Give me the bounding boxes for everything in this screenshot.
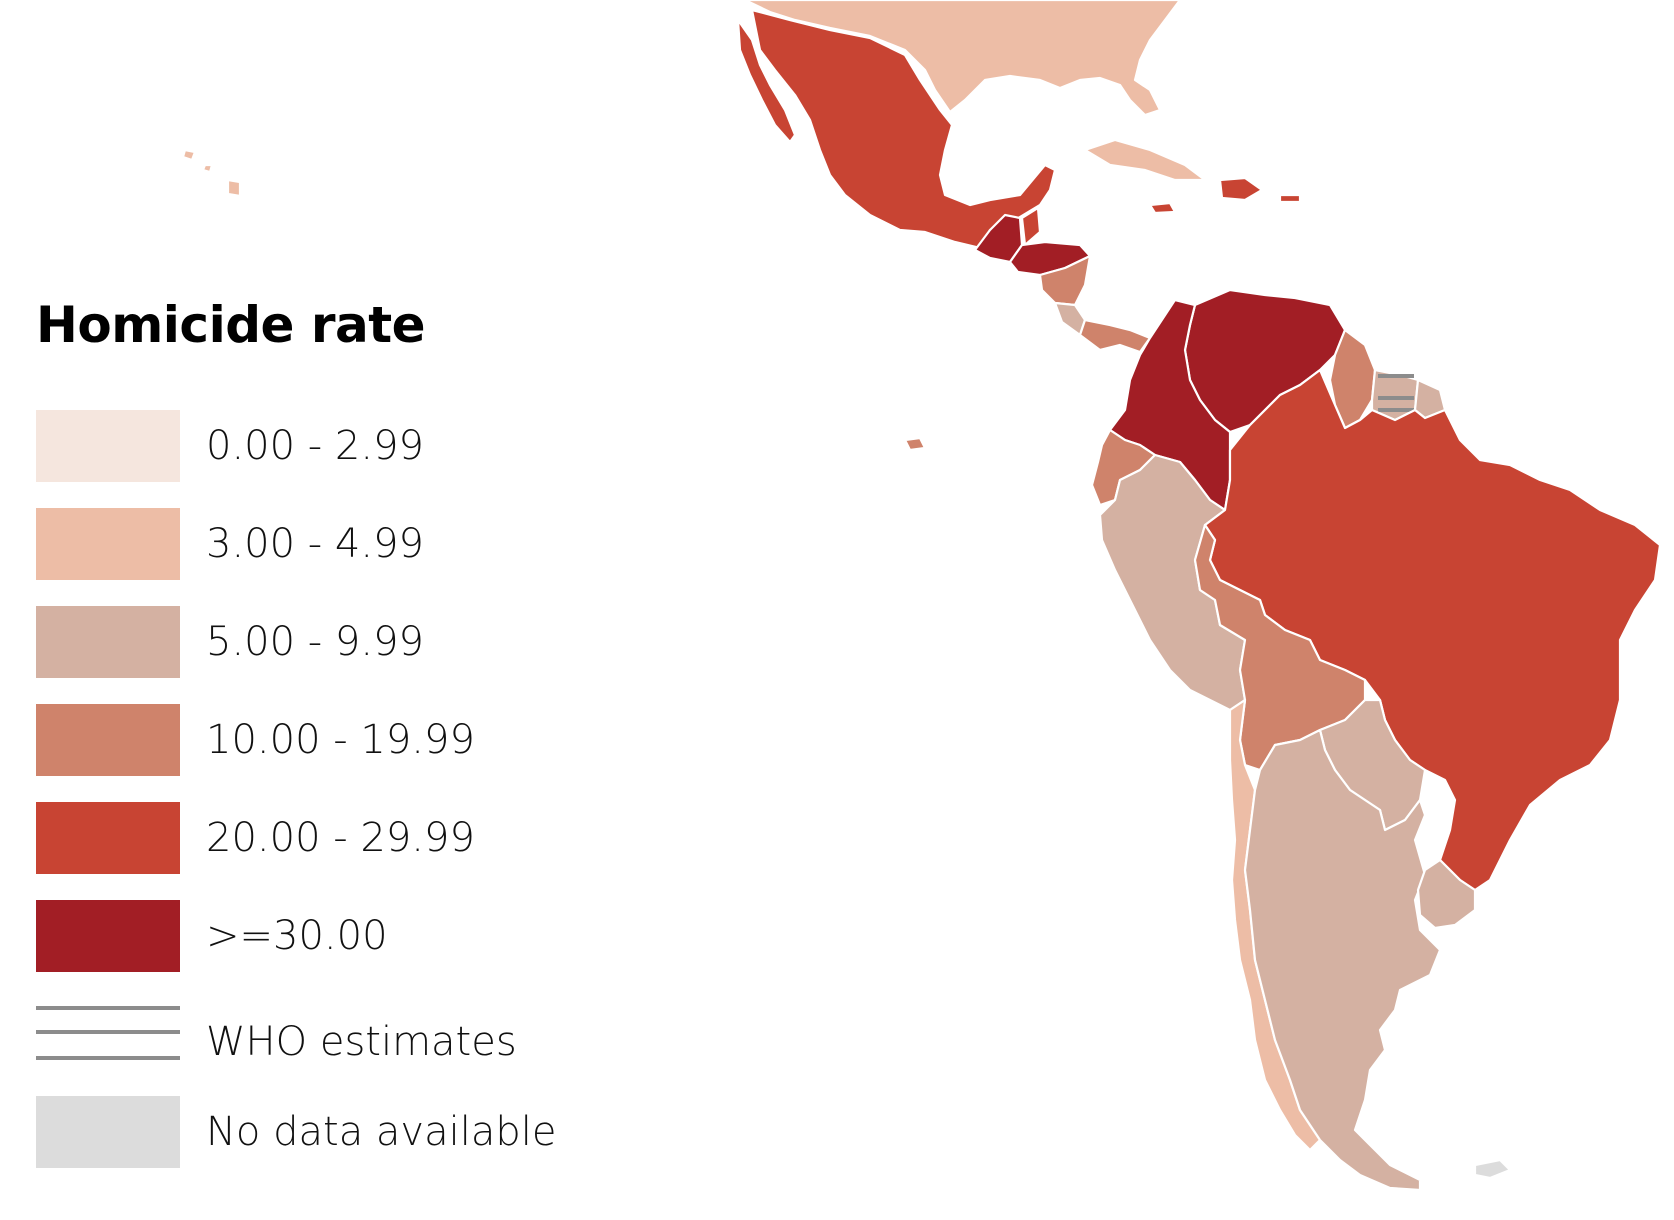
legend-item-nodata: No data available [36,1096,636,1168]
legend-item: 3.00 - 4.99 [36,508,636,580]
legend-swatch [36,802,180,874]
region-falklands [1473,1158,1512,1180]
region-usa [743,0,1182,117]
legend-item: 10.00 - 19.99 [36,704,636,776]
region-islands [181,148,242,198]
legend-label: >=30.00 [206,913,388,959]
legend-swatch-nodata [36,1096,180,1168]
region-nicaragua [1038,254,1092,307]
region-argentina [1243,728,1442,1192]
region-mexico [750,8,1057,250]
region-uruguay [1416,858,1477,930]
legend-label: 20.00 - 29.99 [206,815,475,861]
legend-swatch [36,606,180,678]
region-belize [1020,206,1042,247]
legend-swatch [36,508,180,580]
region-hispaniola [1218,176,1264,202]
legend-item: 0.00 - 2.99 [36,410,636,482]
who-hatch-line [36,1056,180,1060]
legend-label: 5.00 - 9.99 [206,619,424,665]
legend-item: >=30.00 [36,900,636,972]
legend-label-nodata: No data available [206,1109,557,1155]
legend-swatch [36,410,180,482]
legend-label: 10.00 - 19.99 [206,717,475,763]
region-panama [1078,318,1152,354]
legend-label-who: WHO estimates [206,1019,517,1065]
legend-item-who: WHO estimates [36,1006,636,1078]
legend-item: 5.00 - 9.99 [36,606,636,678]
region-cuba [1083,138,1207,182]
region-galapagos [903,436,927,452]
region-jamaica [1148,201,1177,215]
legend-label: 3.00 - 4.99 [206,521,424,567]
legend-label: 0.00 - 2.99 [206,423,424,469]
legend-item: 20.00 - 29.99 [36,802,636,874]
region-baja [736,18,797,144]
legend-swatch [36,704,180,776]
legend-title: Homicide rate [36,296,426,354]
who-hatch-line [36,1030,180,1034]
region-puerto-rico [1278,193,1302,204]
who-hatch-line [36,1006,180,1010]
legend-swatch [36,900,180,972]
